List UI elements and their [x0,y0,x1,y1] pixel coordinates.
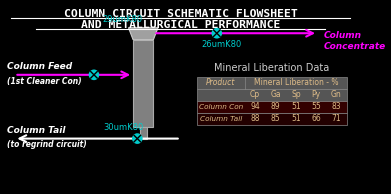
FancyBboxPatch shape [197,89,347,100]
Text: Ga: Ga [270,90,281,99]
Text: Mineral Liberation Data: Mineral Liberation Data [214,63,329,73]
Text: Mineral Liberation - %: Mineral Liberation - % [254,78,338,87]
Text: 51: 51 [291,102,301,111]
Text: 83: 83 [332,102,341,111]
Text: 88: 88 [250,114,260,123]
FancyBboxPatch shape [197,77,347,89]
Text: Column Tail: Column Tail [200,116,242,122]
Text: (1st Cleaner Con): (1st Cleaner Con) [7,77,82,86]
Text: Column
Concentrate: Column Concentrate [323,31,386,51]
Circle shape [212,29,221,38]
Text: (to regrind circuit): (to regrind circuit) [7,140,87,149]
Text: 55: 55 [311,102,321,111]
Text: 51: 51 [291,114,301,123]
Text: Column Con: Column Con [199,104,243,110]
Text: 30umK80: 30umK80 [103,123,143,132]
Text: Column Tail: Column Tail [7,126,66,135]
Text: Sp: Sp [291,90,301,99]
FancyBboxPatch shape [197,113,347,125]
Circle shape [89,70,99,79]
Text: Column Feed: Column Feed [7,62,72,71]
Text: Gn: Gn [331,90,342,99]
Text: Py: Py [312,90,321,99]
FancyBboxPatch shape [197,100,347,113]
Text: 26umK80: 26umK80 [201,40,242,49]
Polygon shape [140,127,147,139]
Polygon shape [133,40,153,127]
Text: 71: 71 [332,114,341,123]
Text: 85: 85 [271,114,280,123]
Circle shape [133,134,142,143]
Text: AND METALLURGICAL PERFORMANCE: AND METALLURGICAL PERFORMANCE [81,20,280,30]
Text: Cp: Cp [250,90,260,99]
Text: 89: 89 [271,102,280,111]
Text: 94: 94 [250,102,260,111]
Text: Product: Product [206,78,236,87]
Text: 66: 66 [311,114,321,123]
Text: 29umK80: 29umK80 [103,15,143,24]
Text: COLUMN CIRCUIT SCHEMATIC FLOWSHEET: COLUMN CIRCUIT SCHEMATIC FLOWSHEET [64,9,298,19]
Polygon shape [129,28,158,40]
